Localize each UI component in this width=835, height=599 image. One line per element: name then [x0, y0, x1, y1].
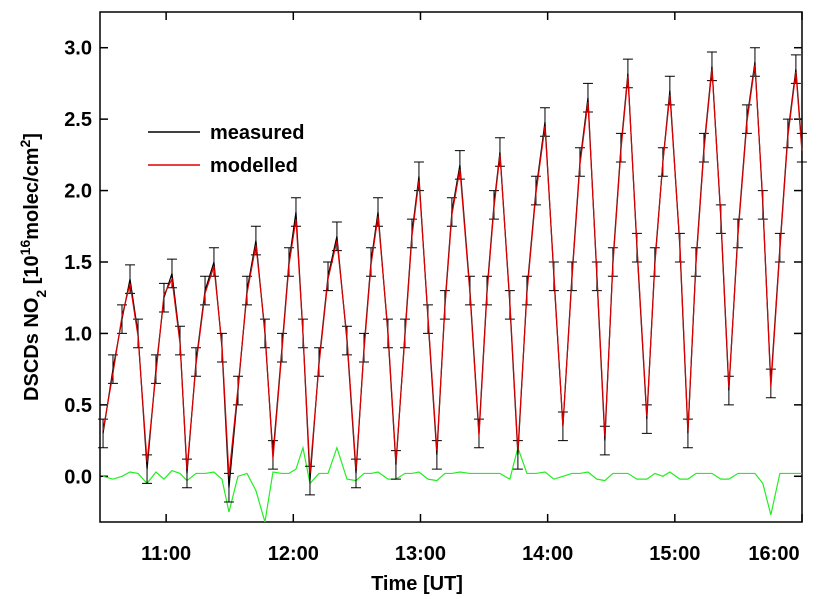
x-tick-label: 16:00: [748, 543, 799, 565]
x-tick-label: 13:00: [395, 543, 446, 565]
y-label-part: DSCDs NO: [21, 298, 43, 401]
y-tick-label: 1.0: [64, 323, 92, 345]
series-line: [102, 445, 802, 523]
y-label-part: ]: [21, 133, 43, 140]
y-tick-label: 1.5: [64, 252, 92, 274]
y-tick-label: 0.5: [64, 395, 92, 417]
y-label-part: 2: [17, 140, 33, 148]
series-line: [102, 64, 803, 477]
y-tick-label: 2.5: [64, 109, 92, 131]
y-tick-label: 2.0: [64, 181, 92, 203]
plot-frame: [99, 11, 803, 523]
x-tick-label: 14:00: [522, 543, 573, 565]
y-tick-label: 3.0: [64, 38, 92, 60]
series-line: [102, 61, 803, 488]
y-label-part: 2: [33, 290, 49, 298]
x-tick-label: 15:00: [649, 543, 700, 565]
y-label-part: 16: [17, 240, 33, 256]
x-tick-label: 12:00: [268, 543, 319, 565]
y-label-part: [10: [21, 255, 43, 289]
y-label-part: molec/cm: [21, 148, 43, 240]
legend-label: measured: [210, 122, 305, 144]
y-tick-label: 0.0: [64, 466, 92, 488]
x-tick-label: 11:00: [141, 543, 191, 565]
legend-label: modelled: [210, 155, 298, 177]
y-axis-label: DSCDs NO2 [1016molec/cm2]: [17, 133, 49, 401]
x-axis-label: Time [UT]: [371, 573, 463, 595]
